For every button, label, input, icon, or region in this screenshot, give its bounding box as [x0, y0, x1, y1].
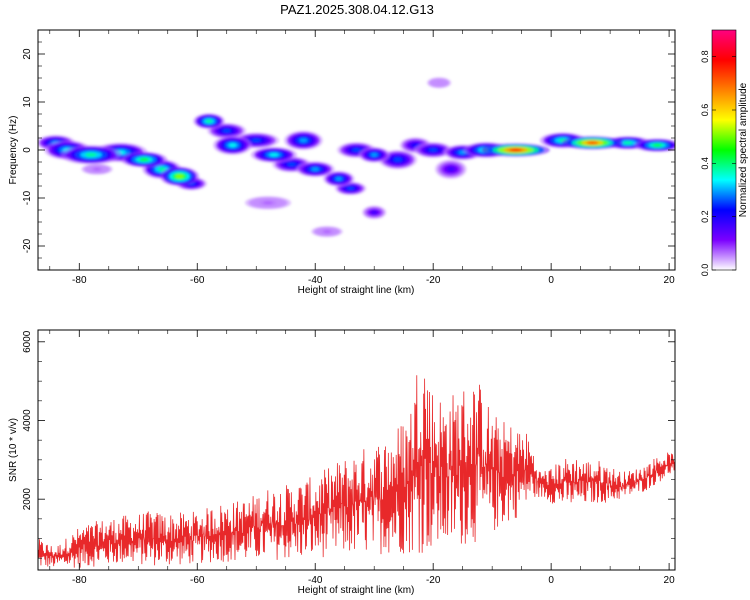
spectrogram-blob: [244, 196, 292, 210]
x-tick-label: 20: [664, 275, 676, 286]
spectrogram-ticks: -80 -60 -40 -20 0 20 -20 -10 0 10 20: [22, 29, 676, 286]
snr-ylabel: SNR (10 * v/v): [8, 418, 19, 482]
spectrogram-blob: [358, 147, 390, 163]
spectrogram-blob: [193, 113, 225, 129]
colorbar-ticks: 0.0 0.2 0.4 0.6 0.8: [700, 50, 736, 276]
colorbar-tick-label: 0.8: [700, 50, 710, 63]
y-tick-label: 2000: [22, 488, 33, 511]
spectrogram-blob: [283, 130, 323, 150]
x-tick-label: -80: [72, 575, 87, 586]
spectrogram-blob: [427, 77, 452, 89]
spectrogram-xlabel: Height of straight line (km): [298, 285, 415, 296]
y-tick-label: 10: [22, 96, 33, 108]
x-tick-label: -40: [308, 575, 323, 586]
spectrogram-blob: [413, 142, 453, 158]
spectrogram-blob: [378, 150, 418, 170]
snr-xlabel: Height of straight line (km): [298, 585, 415, 596]
spectrogram-blob: [60, 145, 122, 165]
spectrogram-ylabel: Frequency (Hz): [8, 116, 19, 185]
figure-title: PAZ1.2025.308.04.12.G13: [280, 2, 434, 17]
y-tick-label: 20: [22, 48, 33, 60]
snr-series-line: [38, 375, 675, 568]
spectrogram-blob: [213, 135, 253, 155]
colorbar: 0.0 0.2 0.4 0.6 0.8 Normalized spectral ampl…: [700, 29, 749, 276]
x-tick-label: -20: [426, 275, 441, 286]
snr-frame: [37, 329, 676, 571]
spectrogram-blob: [160, 166, 199, 186]
spectrogram-blob: [435, 159, 467, 179]
spectrogram-blob: [481, 143, 550, 157]
x-tick-label: -20: [426, 575, 441, 586]
spectrogram-blob: [311, 226, 343, 238]
y-tick-label: -20: [22, 238, 33, 253]
x-tick-label: 0: [548, 275, 554, 286]
y-tick-label: -10: [22, 190, 33, 205]
spectrogram-blob: [250, 147, 298, 163]
x-tick-label: -60: [190, 275, 205, 286]
spectrogram-blob: [337, 142, 376, 158]
x-tick-label: 0: [548, 575, 554, 586]
spectrogram-blob: [295, 161, 335, 177]
spectrogram-blob: [81, 163, 113, 175]
colorbar-tick-label: 0.2: [700, 210, 710, 223]
colorbar-label: Normalized spectral amplitude: [738, 82, 749, 217]
spectrogram-blob: [207, 123, 247, 139]
colorbar-tick-label: 0.6: [700, 104, 710, 117]
colorbar-gradient: [712, 30, 736, 270]
x-tick-label: -60: [190, 575, 205, 586]
snr-ticks: -80 -60 -40 -20 0 20 2000 4000 6000: [22, 330, 675, 586]
colorbar-tick-label: 0.0: [700, 264, 710, 277]
x-tick-label: -80: [72, 275, 87, 286]
spectrogram-blob: [561, 136, 623, 150]
x-tick-label: 20: [664, 575, 676, 586]
spectrogram-blob: [121, 151, 168, 168]
colorbar-frame: [711, 29, 737, 271]
snr-panel: -80 -60 -40 -20 0 20 2000 4000 6000 Height of st…: [8, 329, 676, 596]
spectrogram-blob: [362, 205, 387, 219]
y-tick-label: 0: [22, 147, 33, 153]
spectrogram-panel: -80 -60 -40 -20 0 20 -20 -10 0 10 20 Height of str…: [8, 29, 676, 296]
spectrogram-blob: [323, 171, 355, 187]
y-tick-label: 4000: [22, 409, 33, 432]
x-tick-label: -40: [308, 275, 323, 286]
y-tick-label: 6000: [22, 330, 33, 353]
spectrogram-blobs: [38, 77, 675, 238]
colorbar-tick-label: 0.4: [700, 157, 710, 170]
spectrogram-blob: [634, 138, 675, 152]
